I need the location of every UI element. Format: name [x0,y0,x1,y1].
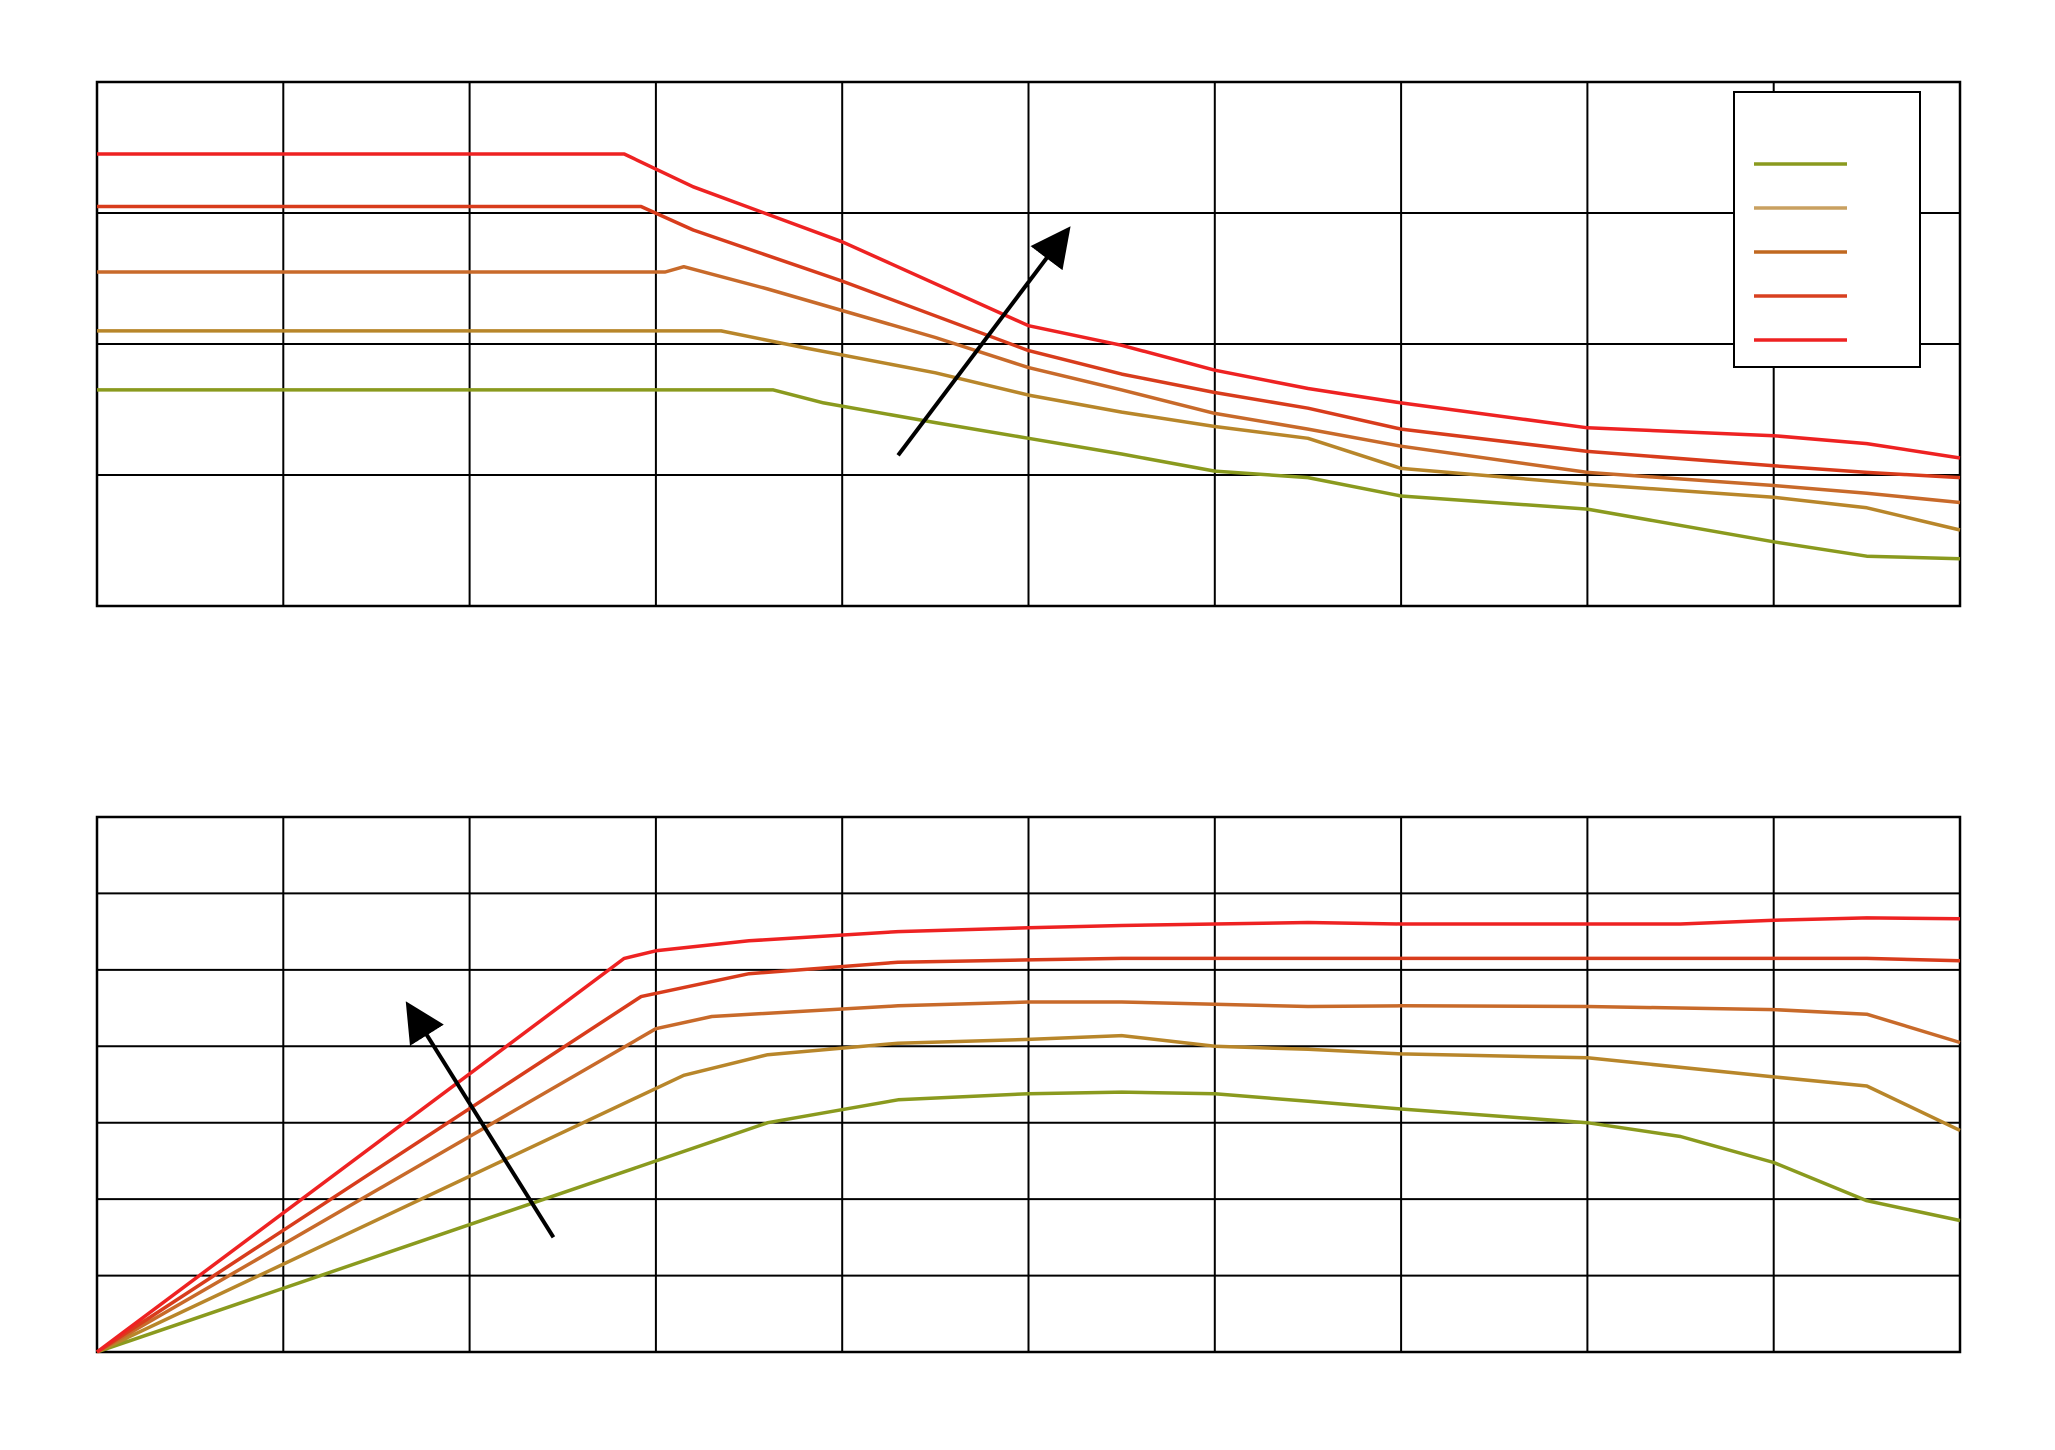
series-line-4 [96,956,1961,1354]
grid [97,82,1960,606]
top-chart [95,80,1962,608]
series-line-1 [96,1090,1961,1354]
annotation-arrow [896,226,1071,457]
series-line-2 [96,1033,1961,1354]
plot-frame [95,80,1962,608]
series-line-3 [97,264,1961,505]
legend [1733,91,1921,368]
grid [97,817,1960,1352]
series-line-2 [97,329,1961,532]
series-line-4 [97,204,1961,480]
series-line-5 [95,916,1961,1354]
series-line-3 [96,1000,1961,1354]
annotation-arrow [405,1001,556,1239]
series-line-5 [97,152,1961,460]
plot-frame [95,815,1962,1354]
series-line-1 [97,388,1961,561]
legend-box [1733,91,1921,368]
bottom-chart [95,815,1962,1354]
